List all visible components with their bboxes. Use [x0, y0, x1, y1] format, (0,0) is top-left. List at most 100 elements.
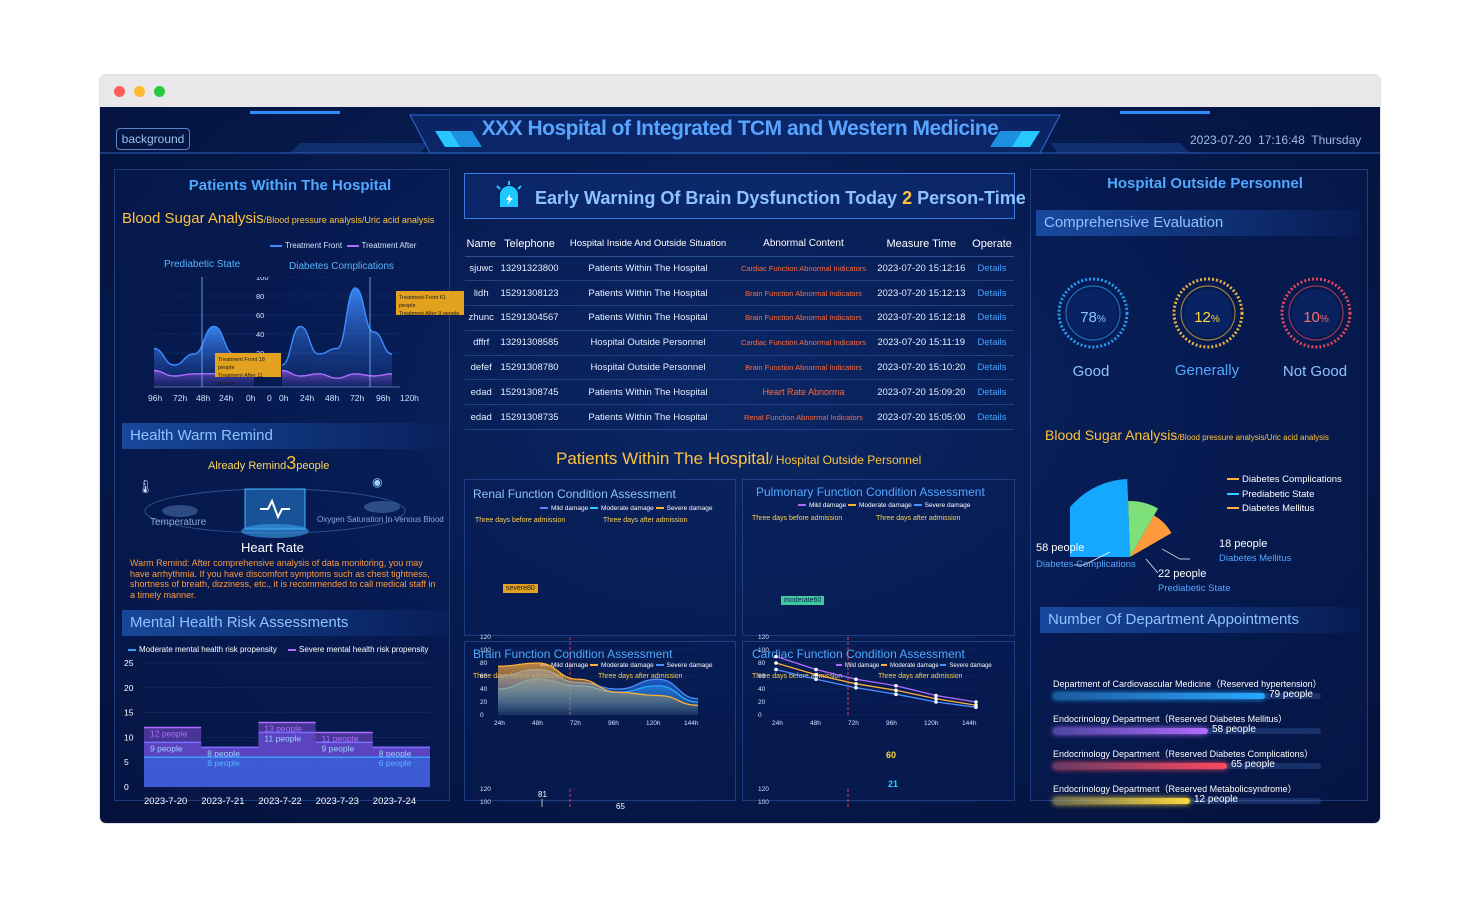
remind-suffix: people: [296, 460, 330, 472]
cardiac-before: Three days before admission: [752, 673, 843, 680]
details-link[interactable]: Details: [970, 355, 1014, 381]
close-dot[interactable]: [114, 86, 125, 97]
bar-moderate: [258, 757, 316, 787]
data-point: [934, 696, 938, 701]
warning-prefix: Early Warning Of Brain Dysfunction Today: [535, 188, 898, 208]
y-tick-label: 60: [256, 311, 264, 320]
data-point: [894, 692, 898, 696]
notgood-num: 10: [1303, 309, 1320, 326]
pie-22-label: Prediabetic State: [1158, 583, 1231, 594]
table-row[interactable]: edad 15291308745 Patients Within The Hospi…: [465, 379, 1014, 406]
x-tick-label: 24h: [494, 720, 505, 727]
table-cell: edad: [465, 404, 498, 431]
table-row[interactable]: zhunc 15291304567 Patients Within The Hosp…: [465, 305, 1014, 331]
table-row[interactable]: lidh 15291308123 Patients Within The Hospi…: [465, 280, 1014, 307]
table-row[interactable]: edad 15291308735 Patients Within The Hospi…: [465, 404, 1014, 431]
details-link[interactable]: Details: [970, 404, 1014, 431]
notgood-value: 10%: [1291, 309, 1341, 326]
chart-b-title: Diabetes Complications: [289, 261, 395, 272]
x-tick-label: 48h: [532, 720, 543, 727]
alarm-icon: [496, 181, 522, 207]
bar-label: 9 people: [322, 743, 355, 753]
x-tick-label: 0: [267, 393, 272, 403]
y-tick-label: 0: [480, 712, 484, 719]
oxygen-icon: ◉: [372, 475, 383, 489]
x-tick-label: 96h: [148, 393, 162, 403]
tooltip-b: Treatment Front 61 people Treatment Afte…: [396, 291, 464, 317]
maximize-dot[interactable]: [154, 86, 165, 97]
y-tick-label: 10: [124, 732, 134, 742]
right-blood-sugar-sub: /Blood pressure analysis/Uric acid analy…: [1177, 433, 1329, 442]
table-row[interactable]: sjuwc 13291323800 Patients Within The Hosp…: [465, 256, 1014, 282]
y-tick-label: 0: [124, 782, 129, 792]
data-point: [854, 677, 858, 682]
mental-title: Mental Health Risk Assessments: [122, 610, 448, 636]
window-titlebar: [100, 75, 1380, 107]
pulm-legend-mild: Mild damage: [809, 502, 847, 509]
x-tick-label: 72h: [173, 393, 187, 403]
data-point: [774, 654, 778, 659]
blood-sugar-legend: Treatment Front Treatment After: [270, 241, 416, 250]
bar-label: 6 people: [379, 758, 412, 768]
details-link[interactable]: Details: [970, 330, 1014, 356]
annotation-label: 81: [538, 790, 547, 799]
pie-18: 18 people: [1219, 538, 1268, 550]
table-row[interactable]: dffrf 13291308585 Hospital Outside Personn…: [465, 330, 1014, 356]
date-text: 2023-07-20: [1190, 133, 1252, 147]
leader-line: [1145, 558, 1159, 574]
dashboard-screen: background XXX Hospital of Integrated TC…: [100, 107, 1380, 823]
brain-legend-severe: Severe damage: [666, 662, 713, 669]
appointment-bar: [1053, 798, 1190, 804]
details-link[interactable]: Details: [970, 379, 1014, 406]
table-cell: Patients Within The Hospital: [561, 280, 735, 307]
appointment-value: 65 people: [1231, 759, 1275, 770]
details-link[interactable]: Details: [970, 280, 1014, 307]
health-remind-title: Health Warm Remind: [122, 423, 448, 449]
good-pct: %: [1096, 314, 1106, 325]
appointment-label: Endocrinology Department（Reserved Metabo…: [1053, 784, 1297, 794]
area-severe-damage: [498, 663, 698, 715]
blood-sugar-axes: 96h 72h 48h 24h 0h 0 0h 24h 48h 72h 96h 120h 100 80 60…: [148, 277, 419, 403]
x-tick-label: 72h: [570, 720, 581, 727]
browser-window: background XXX Hospital of Integrated TC…: [100, 75, 1380, 823]
y-tick-label: 100: [480, 799, 491, 806]
heart-rate-label: Heart Rate: [241, 540, 304, 555]
brain-title: Brain Function Condition Assessment: [473, 647, 673, 661]
y-tick-label: 60: [480, 673, 488, 680]
pie-58-label: Diabetes Complications: [1036, 559, 1136, 570]
notgood-pct: %: [1319, 314, 1329, 325]
minimize-dot[interactable]: [134, 86, 145, 97]
good-num: 78: [1080, 309, 1097, 326]
table-cell: Patients Within The Hospital: [561, 256, 735, 282]
details-link[interactable]: Details: [970, 305, 1014, 331]
general-label: Generally: [1174, 362, 1240, 379]
table-cell: dffrf: [465, 330, 498, 356]
table-cell: 2023-07-20 15:05:00: [872, 404, 971, 431]
table-header-cell: Name: [465, 232, 498, 257]
table-cell: Patients Within The Hospital: [561, 305, 735, 331]
x-tick-label: 2023-7-23: [316, 796, 359, 807]
bar-moderate: [315, 757, 373, 787]
y-tick-label: 120: [758, 634, 769, 641]
bar-moderate: [201, 757, 259, 787]
chart-a-title: Prediabetic State: [164, 259, 241, 270]
data-point: [894, 688, 898, 693]
table-row[interactable]: defef 15291308780 Hospital Outside Personn…: [465, 355, 1014, 381]
card-legend-severe: Severe damage: [949, 663, 992, 669]
renal-legend: Mild damage Moderate damage Severe damag…: [540, 505, 713, 512]
general-num: 12: [1194, 309, 1211, 326]
y-tick-label: 120: [480, 634, 491, 641]
renal-legend-mild: Mild damage: [551, 505, 589, 512]
table-cell: Renal Function Abnormal Indicators: [734, 404, 873, 431]
background-button[interactable]: background: [116, 128, 190, 150]
warning-banner: [464, 173, 1015, 219]
renal-panel: [464, 479, 736, 636]
table-cell: Hospital Outside Personnel: [561, 355, 735, 381]
appointment-value: 79 people: [1269, 689, 1313, 700]
x-tick-label: 96h: [376, 393, 390, 403]
renal-tag: severe80: [503, 584, 538, 593]
weekday-text: Thursday: [1311, 133, 1362, 147]
details-link[interactable]: Details: [970, 256, 1014, 282]
cardiac-label-21: 21: [888, 779, 899, 789]
